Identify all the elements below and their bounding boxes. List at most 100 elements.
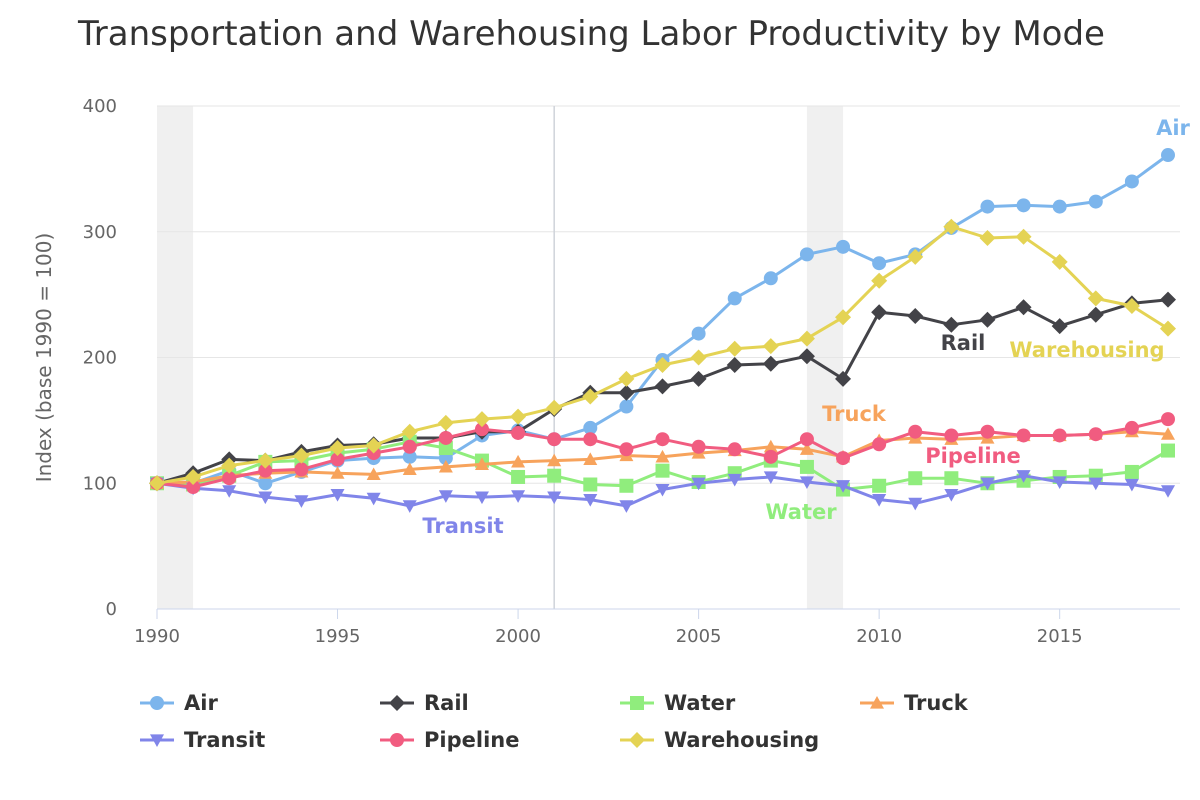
data-point-transit: [763, 471, 778, 484]
data-point-warehousing: [1051, 253, 1068, 270]
data-point-transit: [1016, 470, 1031, 483]
data-point-transit: [1161, 485, 1175, 498]
legend-marker-pipeline: [390, 733, 404, 747]
x-tick-label: 2010: [856, 626, 902, 647]
data-point-rail: [762, 355, 779, 372]
data-point-warehousing: [437, 414, 454, 431]
data-point-pipeline: [1088, 427, 1103, 442]
data-point-pipeline: [474, 422, 489, 437]
data-point-water: [872, 478, 887, 493]
data-point-truck: [655, 449, 670, 463]
data-point-warehousing: [221, 457, 238, 474]
data-point-truck: [799, 442, 814, 455]
legend-label: Truck: [904, 691, 969, 715]
data-point-warehousing: [473, 411, 490, 428]
legend-item-pipeline[interactable]: Pipeline: [380, 728, 519, 752]
data-point-pipeline: [1124, 420, 1139, 435]
data-point-rail: [1160, 291, 1176, 308]
data-point-water: [619, 478, 634, 493]
data-point-air: [727, 291, 742, 306]
data-point-transit: [258, 491, 273, 505]
data-point-warehousing: [1160, 320, 1176, 337]
data-point-air: [402, 449, 417, 464]
data-point-truck: [763, 439, 778, 453]
data-point-warehousing: [1087, 290, 1104, 307]
legend-marker-transit: [150, 734, 164, 747]
data-point-transit: [655, 483, 670, 497]
data-point-pipeline: [294, 462, 309, 477]
data-point-transit: [511, 490, 526, 503]
legend-marker-truck: [870, 696, 884, 709]
data-point-truck: [438, 459, 453, 473]
data-point-rail: [690, 370, 707, 387]
data-point-water: [511, 469, 526, 484]
data-point-water: [655, 463, 670, 478]
data-point-transit: [402, 500, 417, 513]
data-point-air: [836, 239, 851, 254]
legend-marker-water: [630, 696, 644, 710]
data-point-transit: [222, 485, 237, 498]
data-point-warehousing: [690, 349, 707, 366]
data-point-rail: [871, 304, 888, 321]
legend-item-air[interactable]: Air: [140, 691, 218, 715]
series-label-water: Water: [765, 500, 837, 524]
series-transit: [150, 470, 1175, 513]
legend-item-transit[interactable]: Transit: [140, 728, 265, 752]
data-point-transit: [366, 492, 381, 506]
legend-item-water[interactable]: Water: [620, 691, 736, 715]
data-point-transit: [836, 480, 851, 493]
data-point-pipeline: [908, 424, 923, 439]
data-point-warehousing: [907, 248, 924, 265]
data-point-truck: [366, 467, 381, 481]
y-tick-label: 200: [83, 348, 117, 369]
series-label-warehousing: Warehousing: [1009, 338, 1164, 362]
data-point-transit: [944, 488, 959, 502]
data-point-air: [583, 420, 598, 435]
data-point-air: [763, 271, 778, 286]
data-point-truck: [474, 457, 489, 470]
data-point-transit: [908, 497, 923, 511]
data-point-truck: [330, 466, 345, 479]
data-point-transit: [727, 473, 742, 487]
data-point-air: [258, 476, 273, 491]
data-point-warehousing: [1015, 228, 1032, 245]
data-point-warehousing: [618, 370, 635, 387]
legend-item-truck[interactable]: Truck: [860, 691, 969, 715]
data-point-air: [1124, 174, 1139, 189]
data-point-transit: [799, 476, 814, 489]
data-point-transit: [1124, 478, 1139, 492]
data-point-warehousing: [510, 408, 527, 425]
data-point-water: [799, 459, 814, 474]
data-point-rail: [979, 311, 996, 328]
data-point-pipeline: [836, 451, 851, 466]
data-point-pipeline: [222, 471, 237, 486]
data-point-warehousing: [871, 272, 888, 289]
data-point-pipeline: [763, 449, 778, 464]
data-point-transit: [547, 491, 562, 505]
data-point-warehousing: [546, 399, 563, 416]
data-point-air: [1016, 198, 1031, 213]
data-point-pipeline: [691, 439, 706, 454]
data-point-pipeline: [1016, 428, 1031, 443]
data-point-rail: [943, 316, 960, 333]
data-point-warehousing: [365, 437, 382, 454]
legend-item-rail[interactable]: Rail: [380, 691, 469, 715]
data-point-water: [438, 441, 453, 456]
data-point-pipeline: [1161, 412, 1175, 427]
series-label-air: Air: [1156, 116, 1190, 140]
data-point-water: [1161, 443, 1175, 458]
legend-marker-air: [150, 696, 164, 710]
data-point-rail: [835, 370, 852, 387]
data-point-air: [980, 199, 995, 214]
data-point-rail: [907, 308, 924, 325]
data-point-air: [1161, 148, 1175, 163]
data-point-pipeline: [980, 424, 995, 439]
series-label-pipeline: Pipeline: [925, 444, 1020, 468]
legend-item-warehousing[interactable]: Warehousing: [620, 728, 819, 752]
data-point-pipeline: [619, 442, 634, 457]
data-point-truck: [1161, 427, 1175, 440]
data-point-warehousing: [401, 423, 418, 440]
data-point-transit: [474, 491, 489, 505]
data-point-air: [799, 247, 814, 262]
